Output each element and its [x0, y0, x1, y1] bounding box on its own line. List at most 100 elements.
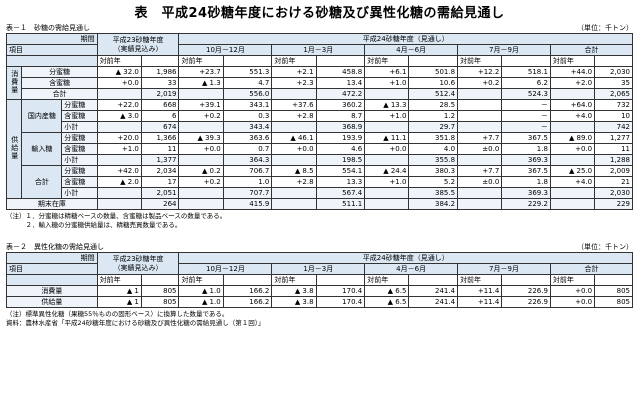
cell: ▲ 46.1 [271, 132, 317, 144]
cell: 6.2 [501, 77, 551, 89]
table-row: 合計 分蜜糖 +42.0 2,034 ▲ 0.2 706.7 ▲ 8.5 554.1 … [7, 165, 633, 199]
cell: +1.0 [364, 110, 410, 122]
table-row: 供給量 ▲ 1 805 ▲ 1.0 166.2 ▲ 3.8 170.4 ▲ 6.5 24… [6, 296, 633, 308]
chg-label: 対前年 [364, 274, 410, 286]
cell: 6 [140, 110, 180, 122]
chg-label: 対前年 [271, 274, 317, 286]
cell: ▲ 3.8 [271, 285, 317, 297]
cell: 11 [594, 143, 633, 155]
cell: ▲ 1 [96, 296, 142, 308]
item-header: 項目 [6, 44, 98, 56]
table2-source: 資料：農林水産省「平成24砂糖年度における砂糖及び異性化糖の需給見通し（第１回）… [6, 319, 265, 327]
cell: +4.0 [549, 110, 596, 122]
cell: 472.2 [315, 88, 366, 100]
sugar-table: 期間 平成23砂糖年度 （実績見込み） 平成24砂糖年度（見通し） 項目 10月－… [5, 33, 634, 210]
chg-label: 対前年 [178, 274, 224, 286]
cell: 805 [140, 285, 180, 297]
hfcs-table: 期間 平成23砂糖年度 （実績見込み） 平成24砂糖年度（見通し） 項目 10月－… [6, 252, 634, 308]
table2-caption: 表－２ 異性化糖の需給見通し [6, 243, 104, 251]
cell: 2,051 [140, 187, 180, 199]
cell: 170.4 [315, 285, 366, 297]
cell: +0.0 [364, 143, 410, 155]
cell: 10.6 [408, 77, 459, 89]
table-row: 合計 2,019 556.0 472.2 512.4 524.3 2,065 [7, 88, 633, 100]
cell: 668 [140, 99, 180, 111]
cell: 226.9 [501, 296, 551, 308]
q3-header: 4月－6月 [364, 263, 459, 275]
chg-label: 対前年 [271, 55, 317, 67]
row-label: 分蜜糖 [21, 66, 98, 78]
col24-header: 平成24砂糖年度（見通し） [178, 33, 633, 45]
cell: 415.9 [222, 198, 273, 210]
cell: 166.2 [222, 296, 273, 308]
cell: 360.2 [315, 99, 366, 111]
table1-note-1: （注）１．分蜜糖は精糖ベースの数量、含蜜糖は製品ベースの数量である。 [6, 212, 227, 220]
chg-label: 対前年 [549, 274, 596, 286]
cell: ▲ 25.0 [549, 165, 596, 177]
cell: ▲ 1 [96, 285, 142, 297]
cell: 343.4 [222, 121, 273, 133]
cell: +44.0 [549, 66, 596, 78]
cell: ▲ 6.5 [364, 296, 410, 308]
cell: ±0.0 [457, 176, 503, 188]
chg-label: 対前年 [364, 55, 410, 67]
cell: +0.0 [271, 143, 317, 155]
cell: 33 [140, 77, 180, 89]
row-label: 合計 [21, 88, 98, 100]
cell: 1.8 [501, 143, 551, 155]
cell: ▲ 11.1 [364, 132, 410, 144]
table-row: 小計 1,377 364.3 198.5 355.8 369.3 1,288 [7, 154, 633, 166]
cell: ▲ 0.2 [178, 165, 224, 177]
cell: ±0.0 [457, 143, 503, 155]
cell: 229 [594, 198, 633, 210]
cell: +2.1 [271, 66, 317, 78]
row-label: 含蜜糖 [61, 176, 98, 188]
period-header: 期間 [6, 252, 98, 264]
chg-label: 対前年 [96, 55, 142, 67]
chg-label: 対前年 [457, 274, 503, 286]
cell: +39.1 [178, 99, 224, 111]
cell: 170.4 [315, 296, 366, 308]
cell: 1,986 [140, 66, 180, 78]
cell: 241.4 [408, 296, 459, 308]
cell: 706.7 [222, 165, 273, 177]
table-row: 供給量 国内産糖 分蜜糖 +22.0 668 +39.1 343.1 +37.6 36… [5, 99, 633, 199]
cell: 1,377 [140, 154, 180, 166]
q2-header: 1月－3月 [271, 263, 366, 275]
cell: 367.5 [501, 165, 551, 177]
table1-note-2: ２．輸入糖の分蜜糖供給量は、精糖売買数量である。 [6, 221, 182, 229]
cell: 1.2 [408, 110, 459, 122]
cell: +0.2 [178, 176, 224, 188]
cell: 805 [594, 285, 633, 297]
cell: 567.4 [315, 187, 366, 199]
chg-label: 対前年 [549, 55, 596, 67]
table-row: 消費量 分蜜糖 ▲ 32.0 1,986 +23.7 551.3 +2.1 458.8… [5, 66, 633, 100]
row-label: 供給量 [6, 296, 98, 308]
cell: 8.7 [315, 110, 366, 122]
table-row: 含蜜糖 +0.0 33 ▲ 1.3 4.7 +2.3 13.4 +1.0 10.6 +0… [7, 77, 633, 89]
col23-sub: （実績見込み） [113, 263, 163, 272]
row-label: 消費量 [6, 285, 98, 297]
row-label: 分蜜糖 [61, 165, 98, 177]
cell: 5.2 [408, 176, 459, 188]
cell: ▲ 13.3 [364, 99, 410, 111]
cell: 2,034 [140, 165, 180, 177]
cell: 380.3 [408, 165, 459, 177]
cell: 2,065 [594, 88, 633, 100]
cell: ▲ 3.0 [96, 110, 142, 122]
cell: +42.0 [96, 165, 142, 177]
import-label: 輸入糖 [21, 132, 63, 166]
cell: ▲ 24.4 [364, 165, 410, 177]
cell: 198.5 [315, 154, 366, 166]
cell: 742 [594, 121, 633, 133]
q4-header: 7月－9月 [457, 263, 551, 275]
cell [457, 99, 503, 111]
cell: ▲ 1.3 [178, 77, 224, 89]
cell: 501.8 [408, 66, 459, 78]
cell: +22.0 [96, 99, 142, 111]
page-title: 表 平成24砂糖年度における砂糖及び異性化糖の需給見通し [134, 6, 505, 21]
cell: ▲ 8.5 [271, 165, 317, 177]
row-label: 期末在庫 [6, 198, 98, 210]
cell: +1.0 [364, 176, 410, 188]
cell: 4.7 [222, 77, 273, 89]
